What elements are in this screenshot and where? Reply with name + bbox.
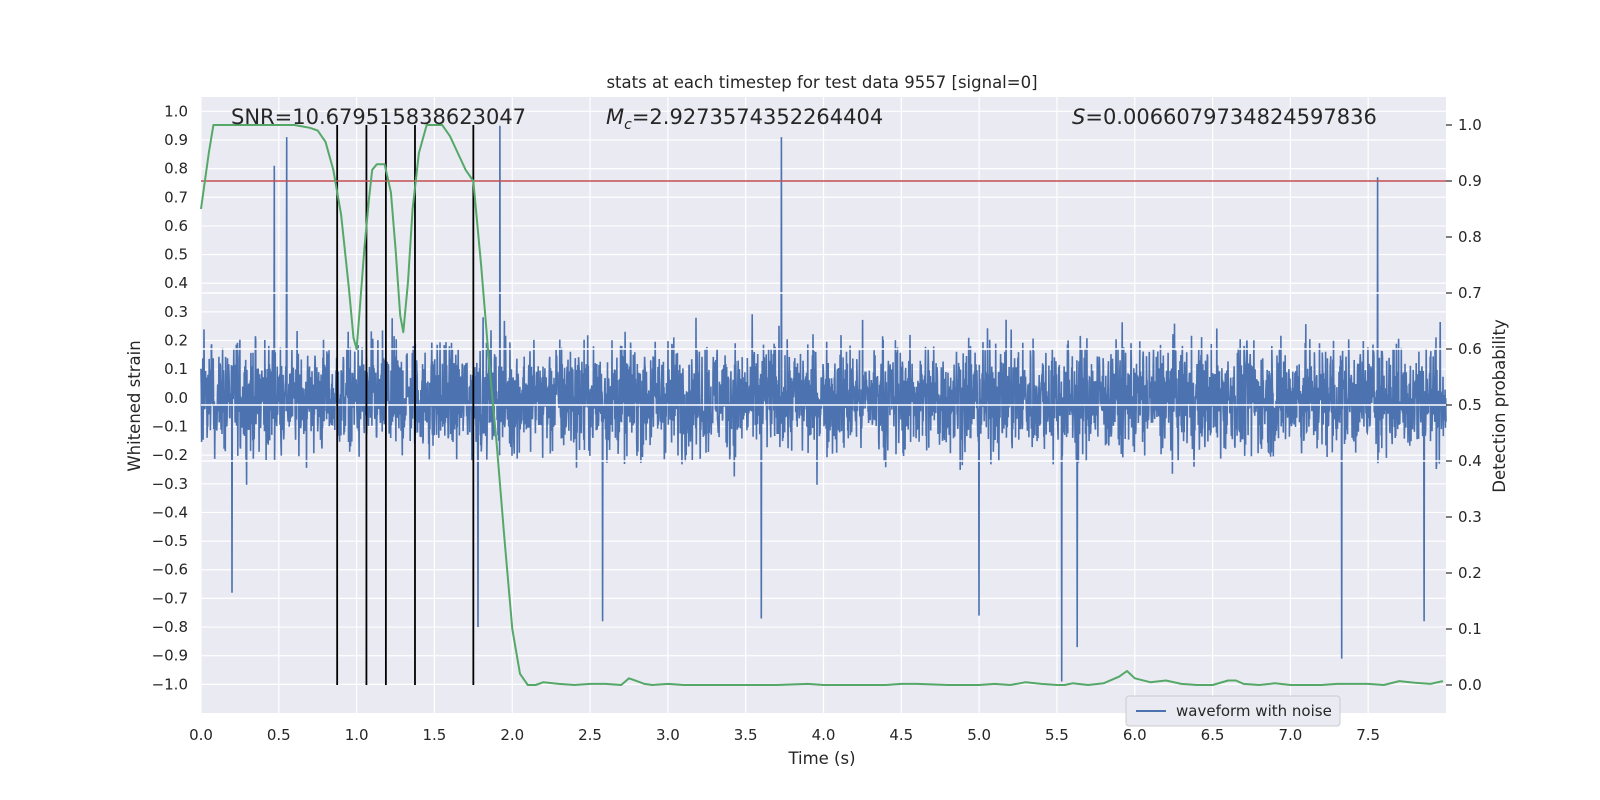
y-tick-label: 0.0 bbox=[164, 389, 188, 407]
legend: waveform with noise bbox=[1125, 695, 1341, 727]
y-tick-label: −0.6 bbox=[152, 561, 188, 579]
y-tick-label: −0.7 bbox=[152, 589, 188, 607]
y-tick-label: 0.1 bbox=[164, 360, 188, 378]
y2-tick-label: 0.8 bbox=[1458, 228, 1482, 246]
x-tick-label: 6.0 bbox=[1123, 726, 1147, 744]
x-tick-label: 7.0 bbox=[1278, 726, 1302, 744]
x-tick-label: 2.0 bbox=[500, 726, 524, 744]
x-tick-label: 7.5 bbox=[1356, 726, 1380, 744]
y-tick-label: −1.0 bbox=[152, 675, 188, 693]
detection-probability-series bbox=[200, 124, 1444, 686]
y-axis-label: Whitened strain bbox=[125, 340, 144, 471]
x-tick-label: 4.5 bbox=[889, 726, 913, 744]
y-tick-label: 0.4 bbox=[164, 274, 188, 292]
y-tick-label: −0.3 bbox=[152, 475, 188, 493]
y-tick-label: −0.5 bbox=[152, 532, 188, 550]
y-tick-label: 0.2 bbox=[164, 332, 188, 350]
y2-tick-label: 1.0 bbox=[1458, 116, 1482, 134]
x-tick-label: 6.5 bbox=[1201, 726, 1225, 744]
y-tick-label: 0.7 bbox=[164, 188, 188, 206]
x-tick-label: 2.5 bbox=[578, 726, 602, 744]
y-tick-label: 0.9 bbox=[164, 131, 188, 149]
x-tick-label: 3.0 bbox=[656, 726, 680, 744]
vertical-markers bbox=[336, 125, 475, 685]
y2-tick-label: 0.5 bbox=[1458, 396, 1482, 414]
y-tick-label: −0.4 bbox=[152, 503, 188, 521]
y-tick-label: −0.2 bbox=[152, 446, 188, 464]
y-tick-label: −0.1 bbox=[152, 417, 188, 435]
x-tick-label: 4.0 bbox=[812, 726, 836, 744]
y2-tick-label: 0.7 bbox=[1458, 284, 1482, 302]
significance-symbol: S bbox=[1072, 105, 1085, 129]
x-tick-label: 1.0 bbox=[345, 726, 369, 744]
y-tick-label: 1.0 bbox=[164, 102, 188, 120]
x-tick-label: 1.5 bbox=[423, 726, 447, 744]
y2-axis-label: Detection probability bbox=[1490, 319, 1509, 493]
chirp-mass-symbol: M bbox=[606, 105, 624, 129]
y-axis-ticks: −1.0 −0.9 −0.8 −0.7 −0.6 −0.5 −0.4 −0.3 −0.2 −0.1… bbox=[152, 102, 188, 693]
y2-tick-label: 0.9 bbox=[1458, 172, 1482, 190]
y2-tick-label: 0.1 bbox=[1458, 620, 1482, 638]
waveform-line bbox=[200, 125, 1447, 682]
y2-tick-label: 0.3 bbox=[1458, 508, 1482, 526]
y-tick-label: 0.5 bbox=[164, 246, 188, 264]
y2-axis-ticks: 0.0 0.1 0.2 0.3 0.4 0.5 0.6 0.7 0.8 0.9 1.0 bbox=[1446, 116, 1482, 694]
significance-annotation: S=0.0066079734824597836 bbox=[1072, 105, 1377, 129]
x-tick-label: 0.5 bbox=[267, 726, 291, 744]
x-tick-label: 3.5 bbox=[734, 726, 758, 744]
x-tick-label: 5.5 bbox=[1045, 726, 1069, 744]
chirp-mass-annotation: Mc=2.9273574352264404 bbox=[606, 105, 883, 133]
x-tick-label: 5.0 bbox=[967, 726, 991, 744]
y-tick-label: 0.8 bbox=[164, 160, 188, 178]
y2-tick-label: 0.0 bbox=[1458, 676, 1482, 694]
chirp-mass-value: =2.9273574352264404 bbox=[632, 105, 883, 129]
x-axis-label: Time (s) bbox=[787, 749, 855, 768]
significance-value: =0.0066079734824597836 bbox=[1085, 105, 1377, 129]
x-axis-ticks: 0.0 0.5 1.0 1.5 2.0 2.5 3.0 3.5 4.0 4.5 5.0 5.5 6.0 6… bbox=[189, 726, 1380, 744]
waveform-with-noise-series bbox=[200, 125, 1447, 682]
y2-tick-label: 0.4 bbox=[1458, 452, 1482, 470]
y-tick-label: −0.9 bbox=[152, 647, 188, 665]
legend-box bbox=[1125, 695, 1341, 727]
detection-probability-line bbox=[200, 124, 1444, 686]
chart-title: stats at each timestep for test data 955… bbox=[606, 73, 1037, 92]
y2-tick-label: 0.6 bbox=[1458, 340, 1482, 358]
y-tick-label: 0.3 bbox=[164, 303, 188, 321]
legend-label-waveform: waveform with noise bbox=[1176, 702, 1332, 720]
chirp-mass-subscript: c bbox=[624, 117, 632, 133]
snr-annotation: SNR=10.679515838623047 bbox=[231, 105, 526, 129]
y-tick-label: −0.8 bbox=[152, 618, 188, 636]
x-tick-label: 0.0 bbox=[189, 726, 213, 744]
y-tick-label: 0.6 bbox=[164, 217, 188, 235]
y2-tick-label: 0.2 bbox=[1458, 564, 1482, 582]
